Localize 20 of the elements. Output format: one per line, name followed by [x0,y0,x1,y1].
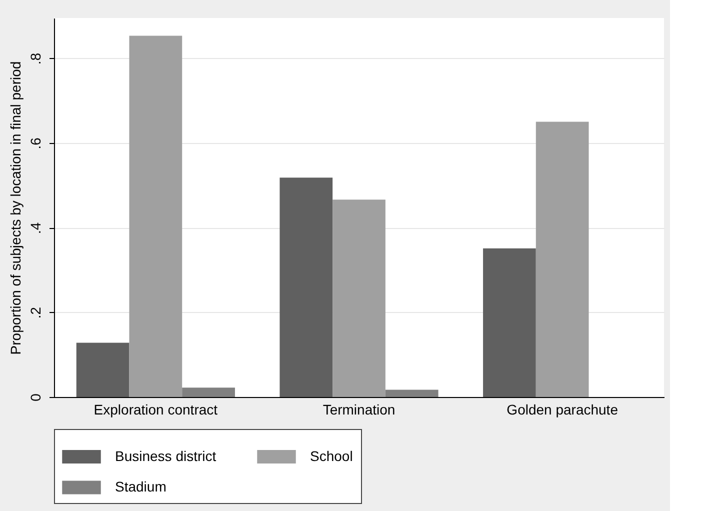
legend-label: School [310,448,353,464]
legend-label: Business district [115,448,216,464]
bar [332,200,386,397]
bar [182,388,235,397]
y-tick-label: .2 [28,306,44,319]
bar [76,342,130,397]
legend-label: Stadium [115,478,166,494]
bar [385,390,438,397]
bar [280,178,333,397]
bar [536,122,589,397]
bar [483,248,536,397]
x-tick-label: Termination [322,402,396,418]
y-tick-label: 0 [28,393,44,402]
x-tick-label: Golden parachute [506,402,618,418]
bar [129,36,182,397]
y-tick-label: .8 [28,52,44,65]
y-axis-title: Proportion of subjects by location in final period [8,61,24,355]
x-tick-label: Exploration contract [94,402,218,418]
y-tick-label: .6 [28,137,44,150]
y-tick-label: .4 [28,222,44,234]
